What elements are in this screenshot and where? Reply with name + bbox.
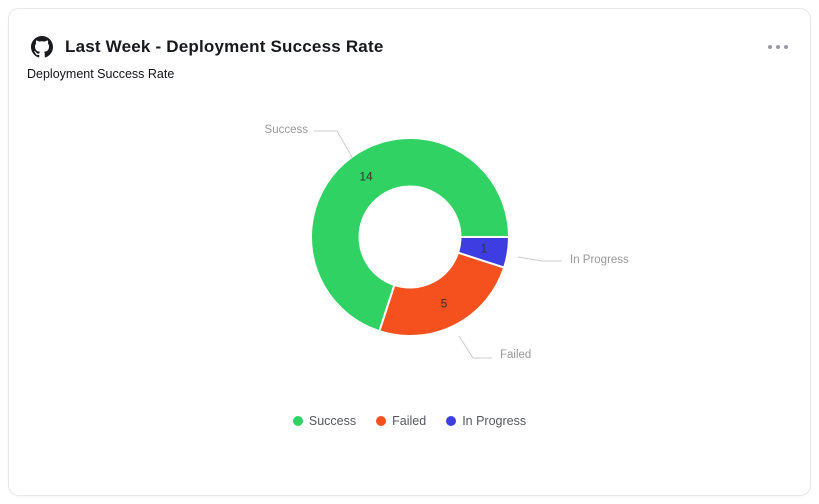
dashboard-card: Last Week - Deployment Success Rate Depl… [8,8,811,496]
legend-label: Success [308,414,357,428]
legend-label: In Progress [462,414,527,428]
legend-dot-success [292,416,303,426]
chart-title: Deployment Success Rate [27,67,175,81]
legend-item-failed[interactable]: Failed [376,414,426,428]
github-icon [31,36,53,58]
card-header: Last Week - Deployment Success Rate [31,27,792,67]
card-title: Last Week - Deployment Success Rate [65,37,384,56]
legend-item-success[interactable]: Success [292,414,357,428]
ellipsis-menu-button[interactable] [764,39,792,55]
ellipsis-icon [768,45,772,49]
ellipsis-icon [784,45,788,49]
legend-label: Failed [392,414,427,428]
legend-item-in-progress[interactable]: In Progress [446,414,526,428]
chart-legend: Success Failed In Progress [9,414,810,428]
ellipsis-icon [776,45,780,49]
legend-dot-failed [376,416,387,426]
legend-dot-in-progress [446,416,457,426]
